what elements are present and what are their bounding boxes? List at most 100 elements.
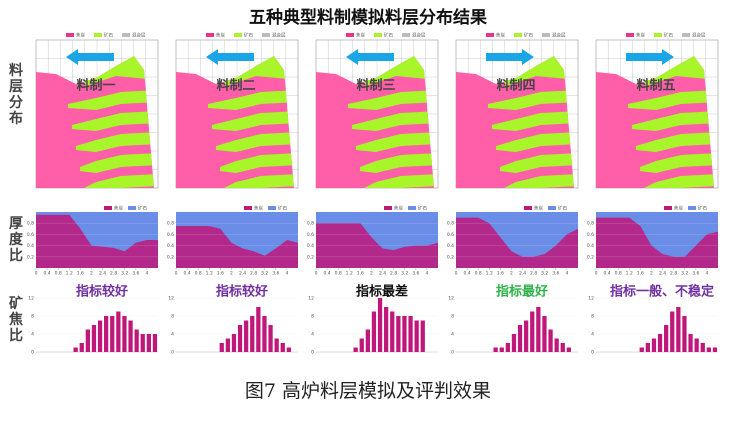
hist-bar <box>274 338 279 352</box>
hist-bar <box>365 329 370 352</box>
ore-band <box>364 174 434 188</box>
ore-band <box>360 153 434 173</box>
hist-bar <box>396 316 401 352</box>
hist-bar <box>79 343 84 352</box>
legend-swatch <box>688 206 696 210</box>
legend-swatch <box>122 33 130 37</box>
y-tick-label: 4 <box>171 332 174 338</box>
hist-bar <box>554 338 559 352</box>
row-label: 厚度比 <box>9 216 24 264</box>
x-tick-label: 1.6 <box>357 271 364 277</box>
hist-bar <box>651 338 657 352</box>
x-tick-label: 0 <box>175 271 178 277</box>
legend-swatch <box>234 33 242 37</box>
x-tick-label: 3.6 <box>272 271 279 277</box>
ore-band <box>76 132 154 152</box>
y-tick-label: 0.8 <box>447 221 454 227</box>
hist-bar <box>542 316 547 352</box>
hist-bar <box>706 347 711 352</box>
x-tick-label: 4 <box>705 271 708 277</box>
hist-bar <box>219 343 224 352</box>
legend-label: 矿石 <box>104 32 113 39</box>
x-tick-label: 0.8 <box>55 271 62 277</box>
x-tick-label: 2.4 <box>99 271 106 277</box>
y-tick-label: 12 <box>588 296 594 302</box>
hist-bar <box>517 325 523 352</box>
hist-bar <box>530 311 535 352</box>
x-tick-label: 0.4 <box>184 271 191 277</box>
hist-bar <box>712 347 718 352</box>
ore-band <box>496 132 574 152</box>
x-tick-label: 0.4 <box>604 271 611 277</box>
direction-arrow <box>66 49 114 65</box>
ore-band <box>72 111 154 131</box>
rating: 指标较好 <box>76 284 128 300</box>
rating: 指标最差 <box>356 284 408 300</box>
hist-bar <box>524 320 529 352</box>
legend-swatch <box>524 206 532 210</box>
panel-name: 料制四 <box>496 78 535 94</box>
figure-title: 五种典型料制模拟料层分布结果 <box>249 7 487 28</box>
ore-band <box>628 90 714 110</box>
x-tick-label: 0.4 <box>464 271 471 277</box>
x-tick-label: 0.8 <box>195 271 202 277</box>
x-tick-label: 3.2 <box>401 271 408 277</box>
hist-bar <box>511 334 517 352</box>
rating: 指标较好 <box>216 284 268 300</box>
x-tick-label: 0 <box>595 271 598 277</box>
legend-swatch <box>654 33 662 37</box>
hist-bar <box>134 329 139 352</box>
y-tick-label: 0 <box>591 350 594 356</box>
x-tick-label: 0.8 <box>335 271 342 277</box>
hist-bar <box>548 329 553 352</box>
y-tick-label: 8 <box>31 314 34 320</box>
y-tick-label: 0.4 <box>447 243 454 249</box>
x-tick-label: 2.8 <box>250 271 257 277</box>
legend-swatch <box>268 206 276 210</box>
hist-bar <box>286 347 291 352</box>
x-tick-label: 3.2 <box>121 271 128 277</box>
coke-area <box>316 223 438 268</box>
y-tick-label: 0.2 <box>447 254 454 260</box>
coke-area <box>36 214 158 268</box>
hist-bar <box>566 347 571 352</box>
y-tick-label: 4 <box>591 332 594 338</box>
legend-label: 焦炭 <box>394 205 403 212</box>
caption: 图7 高炉料层模拟及评判效果 <box>245 380 491 402</box>
legend-label: 矿石 <box>278 205 287 212</box>
x-tick-label: 2.8 <box>530 271 537 277</box>
direction-arrow <box>486 49 534 65</box>
coke-area <box>596 217 718 268</box>
hist-bar <box>85 329 90 352</box>
x-tick-label: 3.2 <box>261 271 268 277</box>
hist-bar <box>682 316 687 352</box>
y-tick-label: 8 <box>451 314 454 320</box>
legend-swatch <box>128 206 136 210</box>
y-tick-label: 8 <box>311 314 314 320</box>
legend-label: 矿石 <box>664 32 673 39</box>
hist-bar <box>560 343 565 352</box>
x-tick-label: 2.8 <box>390 271 397 277</box>
legend-swatch <box>542 33 550 37</box>
hist-bar <box>97 320 103 352</box>
y-tick-label: 4 <box>311 332 314 338</box>
legend-swatch <box>548 206 556 210</box>
ore-band <box>224 174 294 188</box>
x-tick-label: 0 <box>315 271 318 277</box>
panel-name: 料制一 <box>76 78 115 94</box>
ore-band <box>220 153 294 173</box>
y-tick-label: 4 <box>451 332 454 338</box>
hist-bar <box>670 311 675 352</box>
direction-arrow <box>346 49 394 65</box>
x-tick-label: 3.2 <box>681 271 688 277</box>
hist-bar <box>152 334 158 352</box>
y-tick-label: 0.4 <box>307 243 314 249</box>
hist-bar <box>657 334 663 352</box>
ore-band <box>636 132 714 152</box>
x-tick-label: 2 <box>650 271 653 277</box>
legend-swatch <box>244 206 252 210</box>
x-tick-label: 2.4 <box>379 271 386 277</box>
hist-bar <box>390 311 395 352</box>
ore-band <box>80 153 154 173</box>
y-tick-label: 8 <box>591 314 594 320</box>
